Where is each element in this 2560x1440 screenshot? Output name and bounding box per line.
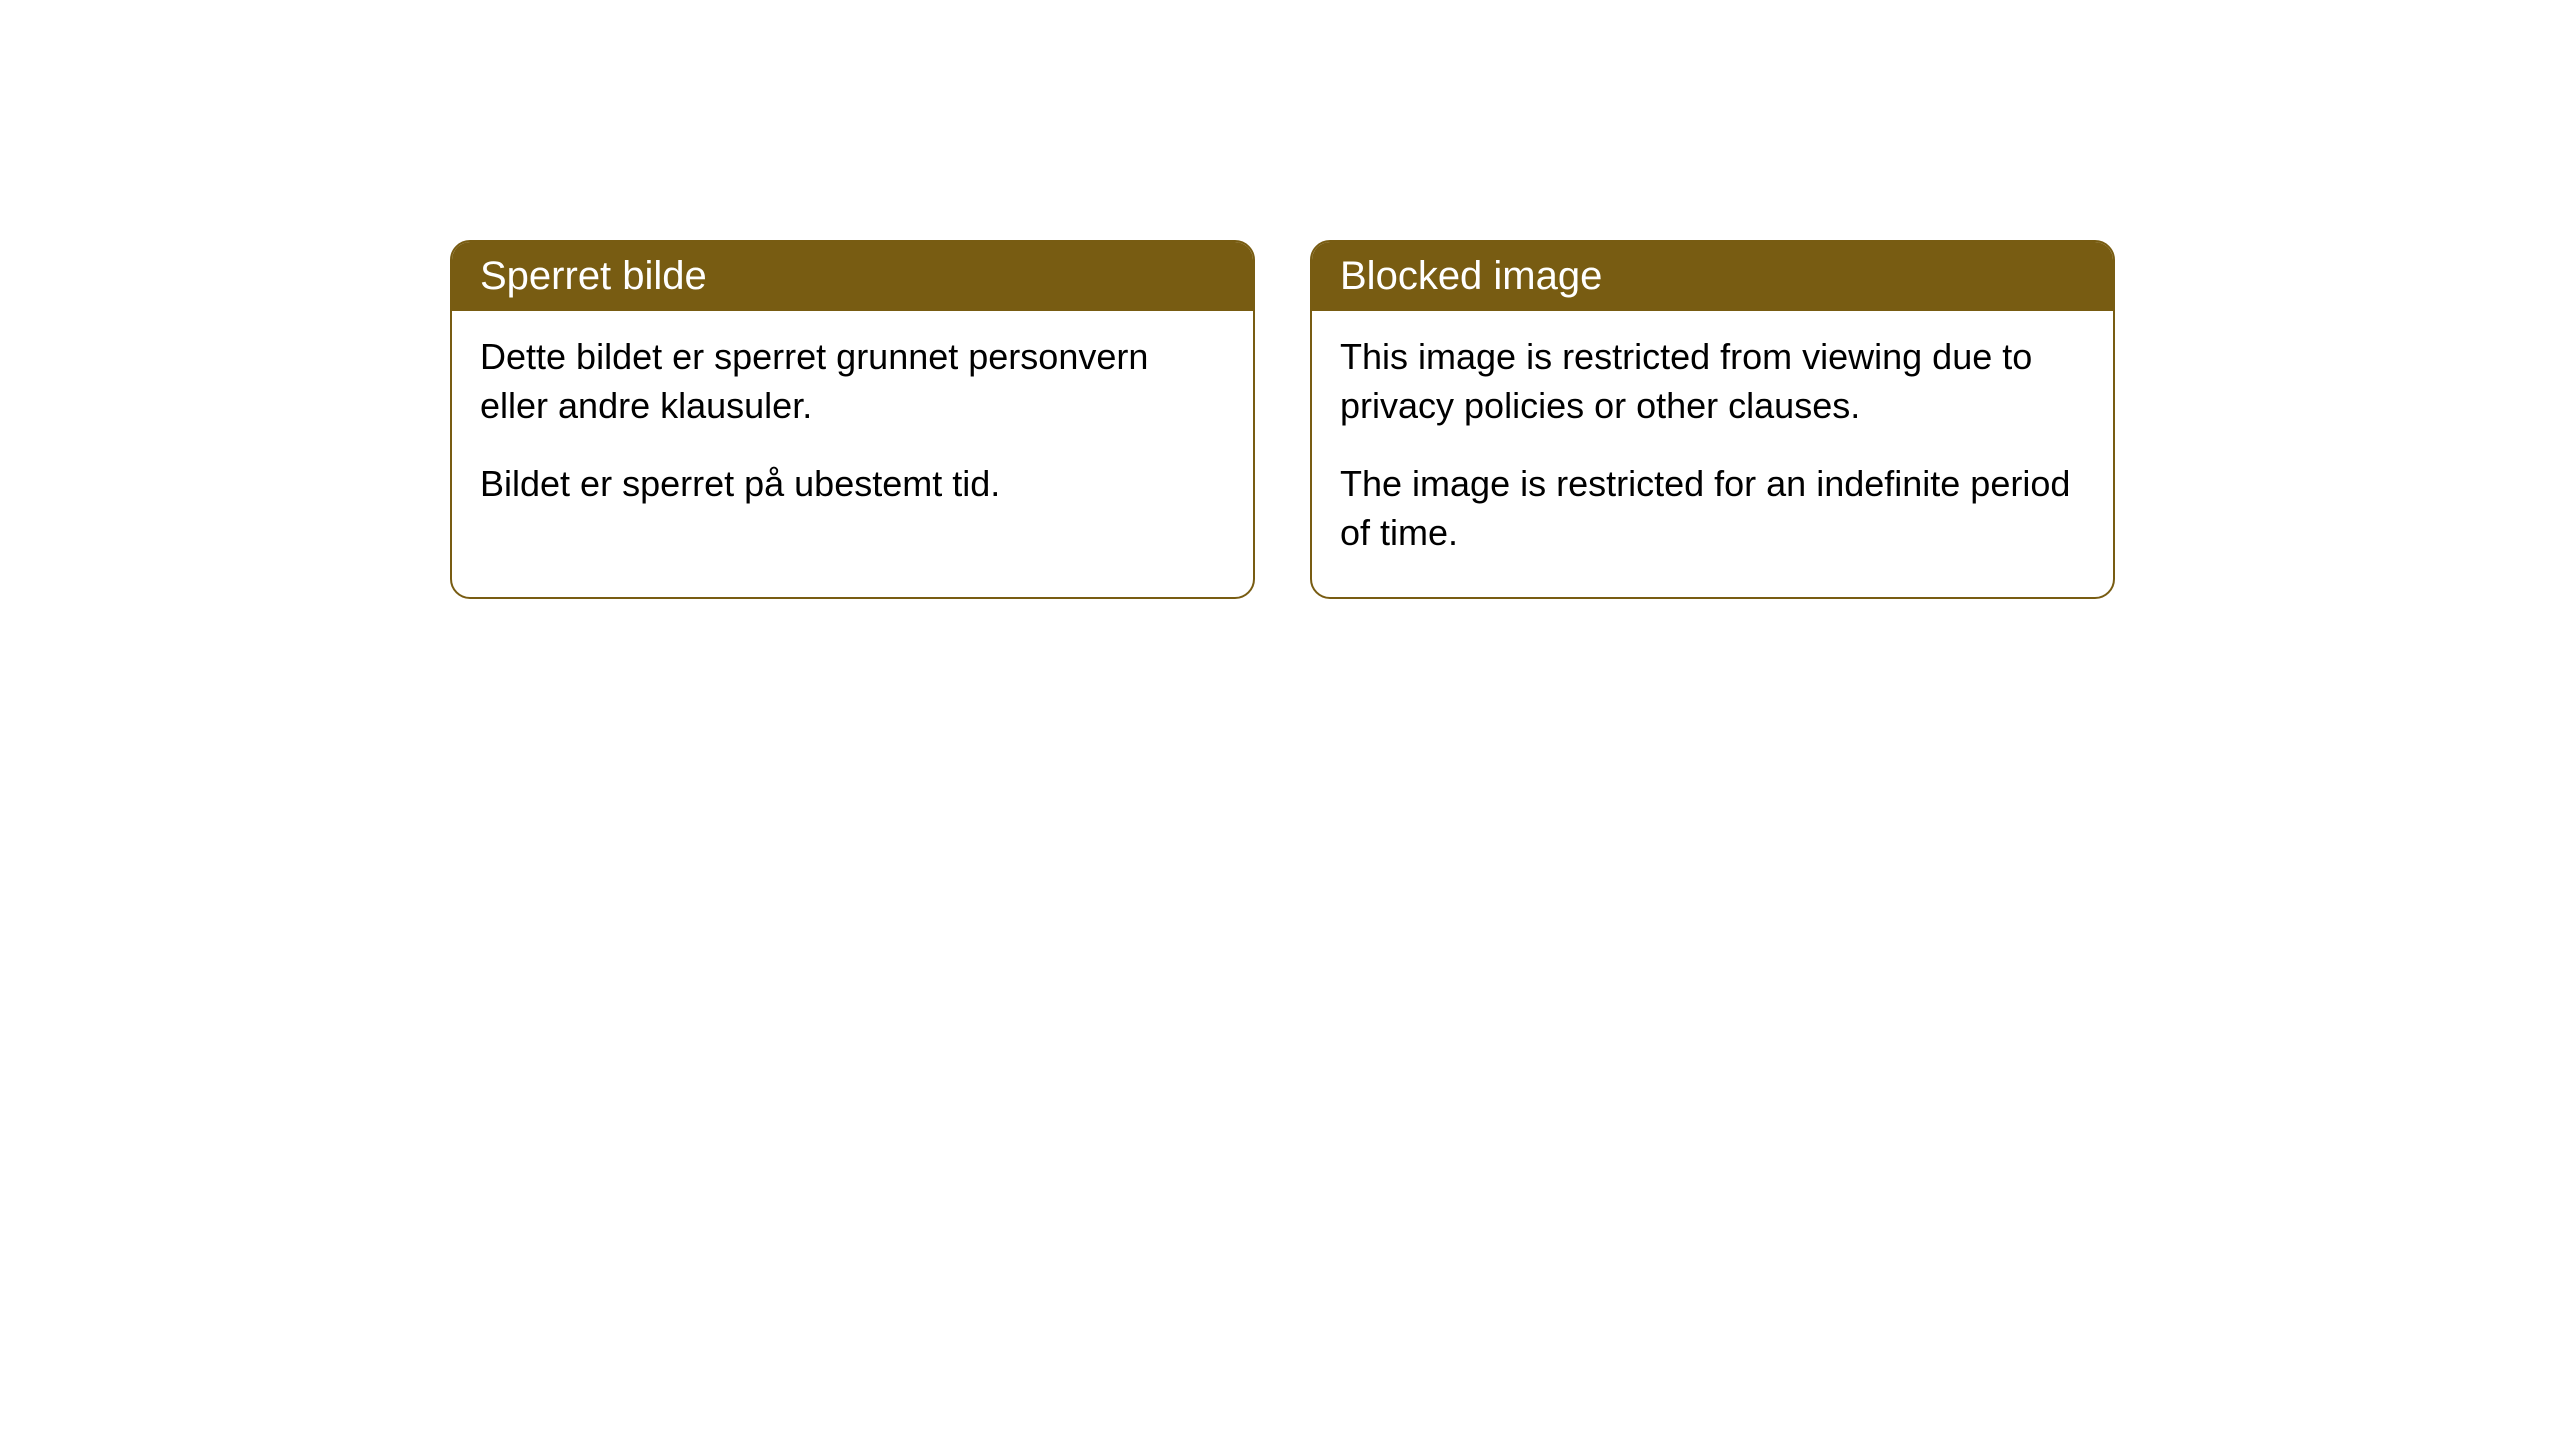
card-paragraph: This image is restricted from viewing du… <box>1340 333 2085 430</box>
blocked-image-card-english: Blocked image This image is restricted f… <box>1310 240 2115 599</box>
card-body-english: This image is restricted from viewing du… <box>1312 311 2113 597</box>
card-title: Blocked image <box>1340 254 1602 298</box>
card-header-english: Blocked image <box>1312 242 2113 311</box>
card-paragraph: The image is restricted for an indefinit… <box>1340 460 2085 557</box>
card-header-norwegian: Sperret bilde <box>452 242 1253 311</box>
card-body-norwegian: Dette bildet er sperret grunnet personve… <box>452 311 1253 549</box>
card-paragraph: Dette bildet er sperret grunnet personve… <box>480 333 1225 430</box>
blocked-image-card-norwegian: Sperret bilde Dette bildet er sperret gr… <box>450 240 1255 599</box>
card-paragraph: Bildet er sperret på ubestemt tid. <box>480 460 1225 509</box>
card-title: Sperret bilde <box>480 254 707 298</box>
notice-cards-container: Sperret bilde Dette bildet er sperret gr… <box>0 0 2560 599</box>
